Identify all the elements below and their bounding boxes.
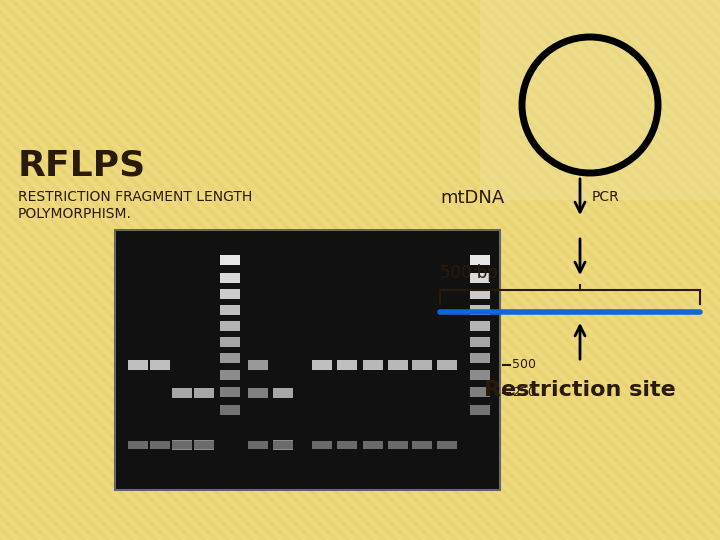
Bar xyxy=(172,441,192,449)
Bar xyxy=(220,337,240,347)
Bar xyxy=(312,360,332,370)
Bar xyxy=(337,441,357,449)
Bar xyxy=(470,337,490,347)
Bar xyxy=(470,321,490,331)
Bar xyxy=(220,353,240,363)
Bar xyxy=(150,441,170,449)
Bar xyxy=(150,360,170,370)
Bar xyxy=(194,388,214,398)
Bar xyxy=(194,440,214,450)
Text: 500: 500 xyxy=(512,359,536,372)
Bar xyxy=(273,388,293,398)
Bar xyxy=(273,441,293,449)
Bar xyxy=(312,441,332,449)
Bar xyxy=(470,353,490,363)
Bar xyxy=(220,255,240,265)
Bar xyxy=(470,289,490,299)
Bar xyxy=(470,273,490,283)
Bar xyxy=(248,441,268,449)
Bar xyxy=(412,360,432,370)
Bar xyxy=(220,370,240,380)
Bar xyxy=(480,0,720,200)
Bar xyxy=(220,289,240,299)
Bar xyxy=(128,360,148,370)
Bar xyxy=(470,387,490,397)
Bar xyxy=(220,273,240,283)
Bar xyxy=(363,441,383,449)
Text: mtDNA: mtDNA xyxy=(440,189,504,207)
Bar xyxy=(194,441,214,449)
Text: 250: 250 xyxy=(512,387,536,400)
Bar xyxy=(337,360,357,370)
Text: Restriction site: Restriction site xyxy=(484,380,676,400)
Text: RFLPS: RFLPS xyxy=(18,148,146,182)
Text: PCR: PCR xyxy=(592,190,620,204)
Bar xyxy=(128,441,148,449)
Bar xyxy=(388,360,408,370)
Bar xyxy=(220,305,240,315)
Text: RESTRICTION FRAGMENT LENGTH: RESTRICTION FRAGMENT LENGTH xyxy=(18,190,252,204)
Bar xyxy=(437,441,457,449)
Bar xyxy=(220,405,240,415)
Bar xyxy=(470,305,490,315)
Bar xyxy=(363,360,383,370)
Bar xyxy=(172,440,192,450)
Bar xyxy=(248,360,268,370)
Bar xyxy=(470,405,490,415)
Bar xyxy=(115,230,500,490)
Text: 500 bp: 500 bp xyxy=(440,264,498,282)
Bar xyxy=(470,255,490,265)
Bar xyxy=(220,387,240,397)
Bar xyxy=(220,321,240,331)
Bar xyxy=(273,440,293,450)
Bar xyxy=(388,441,408,449)
Bar xyxy=(172,388,192,398)
Bar xyxy=(437,360,457,370)
Text: POLYMORPHISM.: POLYMORPHISM. xyxy=(18,207,132,221)
Bar xyxy=(412,441,432,449)
Bar xyxy=(470,370,490,380)
Bar xyxy=(248,388,268,398)
